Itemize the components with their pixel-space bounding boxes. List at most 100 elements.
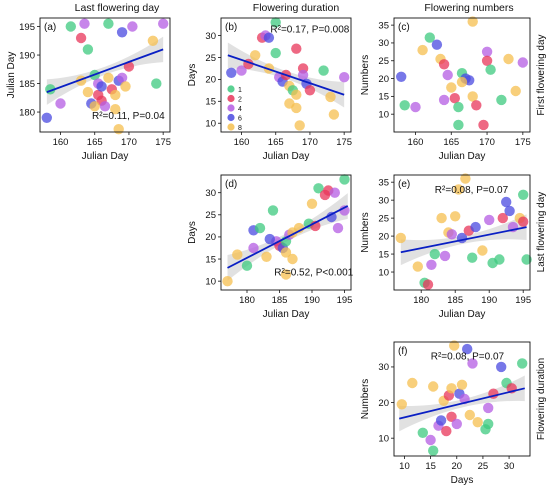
panel-a: 160 165 170 175 180 185 190 195 Julian Day Julian…	[6, 17, 171, 162]
data-point	[222, 276, 233, 287]
data-point	[456, 76, 468, 88]
data-point	[481, 46, 493, 57]
data-point	[127, 21, 138, 32]
regression-line	[227, 205, 349, 269]
x-axis-label: Julian Day	[439, 151, 486, 162]
data-point	[425, 434, 436, 446]
legend-label: 8	[238, 125, 242, 132]
data-point	[449, 93, 460, 104]
data-point	[446, 383, 457, 394]
data-point	[496, 94, 507, 106]
data-point	[232, 249, 243, 260]
data-point	[504, 205, 515, 217]
data-point	[280, 269, 292, 280]
data-point	[113, 124, 124, 135]
x-axis-label: Julian Day	[82, 151, 129, 162]
y-tick-label: 30	[205, 188, 216, 199]
data-point	[294, 120, 305, 131]
y-tick-label: 25	[205, 210, 216, 221]
x-tick-label: 160	[234, 137, 250, 148]
x-axis-label: Days	[451, 475, 474, 486]
y-tick-label: 20	[378, 231, 389, 242]
y-tick-label: 20	[378, 74, 389, 85]
x-tick-label: 20	[451, 461, 462, 472]
data-point	[450, 211, 461, 222]
data-point	[82, 44, 94, 55]
data-point	[517, 358, 528, 369]
data-point	[291, 43, 302, 54]
data-point	[446, 229, 457, 240]
data-point	[287, 253, 298, 265]
data-point	[270, 17, 281, 28]
stats-annotation: R²=0.11, P=0.04	[92, 111, 165, 122]
data-point	[481, 55, 493, 66]
data-point	[151, 78, 162, 89]
x-tick-label: 190	[481, 295, 497, 306]
regression-line	[399, 387, 525, 420]
legend-label: 1	[238, 87, 242, 94]
data-point	[325, 91, 336, 103]
data-point	[483, 418, 494, 430]
data-point	[426, 259, 437, 270]
data-point	[470, 221, 481, 233]
row-label: Flowering duration	[536, 358, 547, 440]
x-tick-label: 25	[478, 461, 489, 472]
y-tick-label: 10	[205, 276, 216, 287]
data-point	[435, 415, 447, 426]
data-point	[332, 222, 344, 234]
y-axis-label: Days	[187, 221, 198, 244]
panel-b: 160 165 170 175 10 15 20 25 30 Julian Day Days (b) R…	[187, 17, 352, 162]
axes-frame	[393, 341, 531, 457]
x-axis-label: Julian Day	[439, 309, 486, 320]
data-point	[451, 418, 462, 430]
data-point	[441, 425, 452, 437]
y-axis-label: Numbers	[360, 379, 371, 420]
stats-annotation: R²=0.08, P=0.07	[435, 185, 509, 196]
stats-annotation: R²=0.08, P=0.07	[431, 352, 505, 363]
data-point	[439, 250, 451, 262]
x-tick-label: 15	[425, 461, 436, 472]
data-point	[304, 85, 316, 96]
legend-label: 4	[238, 106, 242, 113]
column-title-flowering-numbers: Flowering numbers	[424, 2, 514, 14]
data-point	[75, 32, 87, 44]
data-point	[484, 214, 495, 226]
data-point	[464, 409, 475, 421]
data-point	[467, 358, 478, 369]
y-tick-label: 20	[205, 75, 216, 86]
y-axis-label: Numbers	[360, 212, 371, 253]
data-point	[428, 381, 439, 392]
x-tick-label: 160	[408, 137, 424, 148]
x-axis-label: Julian Day	[263, 309, 310, 320]
data-point	[478, 119, 489, 131]
data-point	[467, 16, 478, 27]
data-point	[417, 427, 428, 438]
x-tick-label: 190	[304, 295, 320, 306]
panel-label: (b)	[225, 22, 237, 33]
panel-label: (f)	[398, 346, 407, 357]
data-point	[313, 183, 324, 194]
y-tick-label: 20	[205, 232, 216, 243]
data-point	[270, 47, 281, 59]
y-tick-label: 185	[19, 79, 35, 90]
panel-label: (e)	[398, 179, 410, 190]
data-point	[116, 72, 128, 84]
regression-line	[46, 48, 164, 93]
y-tick-label: 10	[205, 119, 216, 130]
data-point	[110, 89, 121, 101]
data-point	[264, 233, 275, 245]
y-tick-label: 15	[205, 254, 216, 265]
data-point	[99, 101, 111, 112]
y-tick-label: 10	[378, 109, 389, 120]
x-tick-label: 185	[272, 295, 288, 306]
y-axis-label: Days	[187, 64, 198, 87]
data-point	[503, 53, 514, 65]
panel-c: 160 165 170 175 10 15 20 25 30 35 Julian Day Number…	[360, 16, 531, 162]
column-title-flowering-duration: Flowering duration	[252, 2, 340, 14]
data-point	[412, 261, 423, 272]
y-tick-label: 15	[378, 92, 389, 103]
y-axis-label: Numbers	[360, 55, 371, 96]
y-tick-label: 10	[378, 267, 389, 278]
regression-line	[227, 54, 345, 96]
